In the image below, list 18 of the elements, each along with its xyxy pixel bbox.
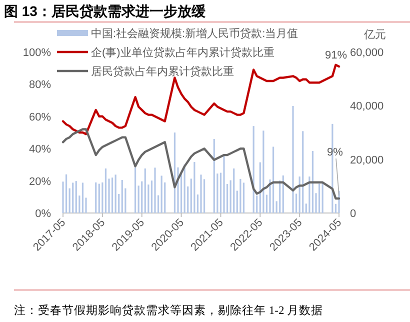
y2-tick-label: 20,000 [350,154,384,166]
y2-axis-title: 亿元 [363,29,386,41]
legend-label: 中国:社会融资规模:新增人民币贷款:当月值 [91,27,298,40]
y-tick-label: 20% [28,176,52,188]
chart-title: 图 13：居民贷款需求进一步放缓 [4,3,206,19]
text: 注：受春节假期影响贷款需求等因素，剔除往年 1-2 月数据 [14,303,324,317]
y-tick-label: 40% [28,144,52,156]
y2-tick-label: 40,000 [350,100,384,113]
annotation: 91% [324,49,348,62]
y-tick-label: 100% [22,47,52,59]
y-tick-label: 60% [28,111,52,124]
annotation: 9% [327,146,344,159]
y2-tick-label: 0 [350,208,356,220]
legend-label: 居民贷款占年内累计贷款比重 [91,65,234,78]
y-tick-label: 0% [35,208,52,220]
legend-label: 企(事)业单位贷款占年内累计贷款比重 [91,46,274,59]
y-tick-label: 80% [28,79,52,92]
y2-tick-label: 60,000 [350,47,384,59]
